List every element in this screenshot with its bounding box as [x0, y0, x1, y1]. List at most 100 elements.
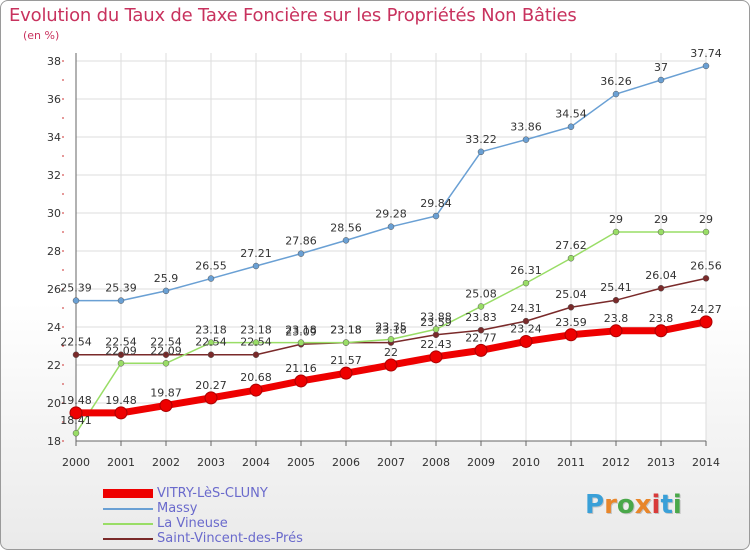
- legend-item: Massy: [103, 501, 197, 516]
- legend-label: La Vineuse: [157, 516, 228, 531]
- data-label: 23.18: [195, 324, 227, 337]
- data-point: [699, 315, 713, 329]
- chart-title: Evolution du Taux de Taxe Foncière sur l…: [9, 5, 577, 26]
- legend-label: Massy: [157, 501, 198, 516]
- data-label: 25.08: [465, 287, 497, 300]
- data-label: 23.24: [510, 322, 542, 335]
- data-label: 34.54: [555, 108, 587, 121]
- data-point: [72, 297, 80, 304]
- data-point: [522, 279, 530, 287]
- data-point: [252, 339, 260, 346]
- data-point: [117, 351, 125, 358]
- data-point: [117, 360, 125, 367]
- data-point: [387, 223, 395, 230]
- data-point: [249, 383, 263, 397]
- logo-letter: x: [634, 490, 652, 520]
- data-point: [612, 228, 620, 236]
- data-point: [294, 374, 308, 388]
- data-point: [612, 90, 620, 98]
- data-label: 26.55: [195, 260, 227, 273]
- x-tick-label: 2010: [512, 456, 540, 469]
- data-point: [117, 297, 125, 304]
- x-tick-label: 2007: [377, 456, 405, 469]
- data-point: [609, 324, 623, 338]
- data-point: [567, 303, 575, 311]
- data-label: 19.48: [60, 394, 92, 407]
- data-label: 23.8: [649, 312, 674, 325]
- y-tick-label: 26: [47, 283, 61, 296]
- data-point: [162, 351, 170, 358]
- x-tick-label: 2002: [152, 456, 180, 469]
- data-label: 29.28: [375, 208, 407, 221]
- chart-unit-label: (en %): [23, 29, 60, 42]
- data-label: 22: [384, 346, 398, 359]
- x-tick-label: 2012: [602, 456, 630, 469]
- y-tick-label: 20: [47, 397, 61, 410]
- data-label: 21.16: [285, 362, 317, 375]
- x-tick-label: 2005: [287, 456, 315, 469]
- data-label: 27.86: [285, 235, 317, 248]
- data-point: [297, 250, 305, 257]
- data-label: 23.35: [375, 320, 407, 333]
- data-point: [612, 296, 620, 304]
- x-tick-label: 2014: [692, 456, 720, 469]
- data-point: [567, 254, 575, 262]
- y-tick-label: 22: [47, 359, 61, 372]
- data-point: [519, 334, 533, 348]
- data-label: 18.41: [60, 414, 92, 427]
- x-tick-label: 2013: [647, 456, 675, 469]
- legend-label: VITRY-LèS-CLUNY: [157, 486, 268, 501]
- data-point: [522, 317, 530, 325]
- data-point: [477, 303, 485, 310]
- x-tick-label: 2011: [557, 456, 585, 469]
- x-tick-label: 2000: [62, 456, 90, 469]
- data-label: 29: [609, 213, 623, 226]
- y-tick-label: 38: [47, 55, 61, 68]
- data-point: [339, 366, 353, 380]
- data-point: [207, 339, 215, 346]
- data-label: 27.21: [240, 247, 272, 260]
- data-label: 23.18: [375, 324, 407, 337]
- data-point: [432, 326, 440, 333]
- data-label: 25.39: [105, 282, 137, 295]
- data-point: [474, 343, 488, 357]
- data-label: 23.59: [420, 316, 452, 329]
- data-label: 22.43: [420, 338, 452, 351]
- data-label: 22.77: [465, 331, 497, 344]
- logo-letter: P: [585, 490, 605, 520]
- data-label: 25.04: [555, 288, 587, 301]
- data-point: [657, 284, 665, 292]
- y-tick-label: 34: [47, 131, 61, 144]
- logo-letter: i: [672, 490, 682, 520]
- data-point: [114, 406, 128, 420]
- data-point: [657, 228, 665, 236]
- data-label: 19.48: [105, 394, 137, 407]
- legend-item: Saint-Vincent-des-Prés: [103, 531, 303, 546]
- data-label: 36.26: [600, 75, 632, 88]
- data-label: 26.31: [510, 264, 542, 277]
- data-point: [72, 429, 80, 437]
- legend-swatch: [103, 537, 153, 540]
- data-label: 22.54: [240, 336, 272, 349]
- data-label: 23.8: [604, 312, 629, 325]
- y-tick-label: 28: [47, 245, 61, 258]
- data-point: [702, 228, 710, 236]
- y-tick-label: 24: [47, 321, 61, 334]
- data-label: 26.04: [645, 269, 677, 282]
- data-point: [387, 336, 395, 343]
- data-label: 23.18: [240, 324, 272, 337]
- data-point: [477, 148, 485, 156]
- logo-letter: r: [604, 490, 617, 520]
- data-label: 26.56: [690, 259, 722, 272]
- data-point: [702, 275, 710, 282]
- data-label: 24.31: [510, 302, 542, 315]
- data-point: [252, 351, 260, 358]
- legend-item: La Vineuse: [103, 516, 228, 531]
- data-label: 23.59: [555, 316, 587, 329]
- legend-swatch: [103, 507, 153, 510]
- data-label: 27.62: [555, 239, 587, 252]
- data-label: 29: [654, 213, 668, 226]
- data-label: 23.18: [330, 324, 362, 337]
